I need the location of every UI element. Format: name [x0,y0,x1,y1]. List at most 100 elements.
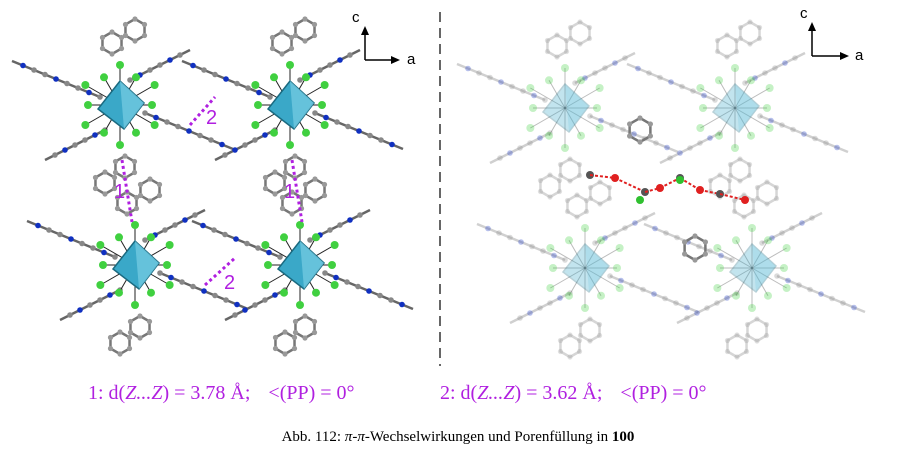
atom [790,126,796,133]
atom [597,236,605,245]
atom [97,297,103,303]
bond [519,141,531,150]
ring [726,333,748,359]
atom [232,147,238,153]
atom [696,84,705,92]
measurement: 2: d(Z...Z) = 3.62 Å; <(PP) = 0° [440,382,707,404]
atom [302,38,308,44]
atom [718,252,724,259]
atom [731,64,739,72]
atom [311,318,318,325]
atom [261,241,270,249]
atom [756,35,763,42]
atom [779,230,785,236]
bond [520,240,533,248]
atom [746,172,753,179]
atom [809,215,815,221]
atom [122,153,128,159]
atom [823,140,829,146]
bond [655,141,668,149]
atom [567,332,573,338]
atom [544,37,551,44]
atom [312,110,318,116]
atom [782,60,788,66]
atom [146,329,153,336]
atom [320,121,329,129]
atom [606,195,613,202]
atom [126,345,133,352]
atom [157,270,163,276]
atom [100,128,108,137]
atom [556,177,563,184]
atom [115,233,123,242]
atom [612,60,618,66]
bond [498,231,511,239]
atom [586,35,593,42]
atom [724,54,730,60]
bond [654,227,667,235]
cluster [643,179,866,360]
octahedron-face [135,241,159,289]
atom [636,196,644,204]
atom [737,178,743,184]
atom [581,304,589,312]
atom [96,281,105,289]
atom [779,122,785,128]
ring [716,33,738,59]
bond [542,249,555,257]
ring [756,180,778,206]
bond [489,76,502,84]
atom [586,24,593,31]
atom [87,302,93,308]
atom [789,225,795,231]
atom [297,77,303,83]
atom [627,121,633,127]
atom [527,140,533,146]
atom [366,288,372,294]
bond [692,89,705,97]
atom [307,237,313,243]
atom [150,81,159,89]
atom [112,169,119,176]
atom [627,133,633,139]
atom [556,188,563,195]
measurement: 1: d(Z...Z) = 3.78 Å; <(PP) = 0° [88,382,355,404]
atom [653,140,659,146]
atom [615,284,624,292]
atom [53,76,59,82]
atom [107,334,114,341]
atom [157,62,163,68]
bond [798,283,811,291]
atom [764,201,770,207]
atom [281,174,288,181]
bond [776,274,789,282]
atom [109,29,115,35]
atom [602,235,608,241]
bond [522,89,535,97]
bond [550,247,586,269]
atom [567,178,573,184]
atom [557,295,563,301]
atom [133,205,140,212]
atom [320,81,329,89]
bond [604,231,616,240]
atom [357,212,363,218]
atom [323,114,329,121]
atom [782,284,791,292]
atom [567,354,573,360]
bond [734,87,770,109]
atom [82,137,88,143]
contact-line [589,174,616,179]
atom [388,297,394,303]
atom [713,284,722,292]
text: <(PP) = 0° [268,382,354,404]
atom [270,73,278,82]
atom [743,337,750,344]
atom [520,88,526,94]
atom [312,198,318,204]
bond [548,107,566,136]
atom [302,192,309,199]
atom [262,132,268,138]
atom [132,73,140,82]
atom [269,34,276,41]
